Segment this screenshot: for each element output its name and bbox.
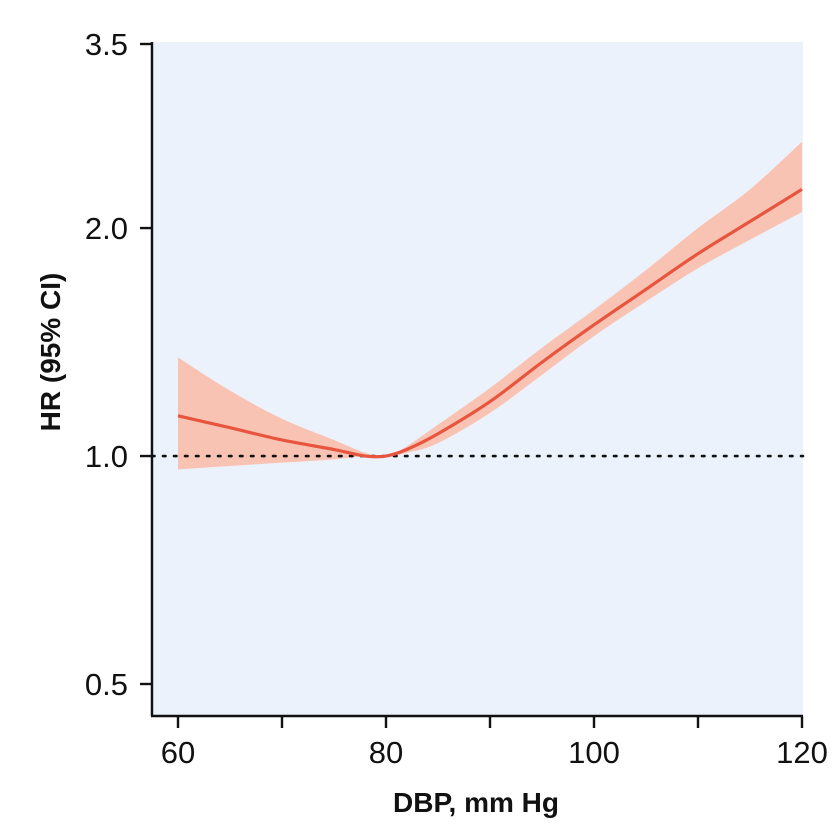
hr-line	[177, 187, 803, 459]
x-ticks	[176, 716, 804, 728]
x-tick-label: 120	[776, 735, 828, 770]
confidence-band	[178, 141, 802, 470]
y-tick-label: 1.0	[85, 439, 128, 474]
y-axis-title: HR (95% CI)	[35, 273, 66, 432]
plot-background	[150, 42, 803, 716]
x-tick-label: 80	[369, 735, 403, 770]
x-tick-label: 100	[568, 735, 620, 770]
x-axis-title: DBP, mm Hg	[393, 787, 559, 818]
x-tick-labels: 60 80 100 120	[161, 735, 828, 770]
y-tick-label: 3.5	[85, 27, 128, 62]
y-ticks	[140, 42, 152, 686]
y-tick-labels: 0.5 1.0 2.0 3.5	[85, 27, 128, 702]
y-tick-label: 2.0	[85, 211, 128, 246]
y-tick-label: 0.5	[85, 667, 128, 702]
x-tick-label: 60	[161, 735, 195, 770]
